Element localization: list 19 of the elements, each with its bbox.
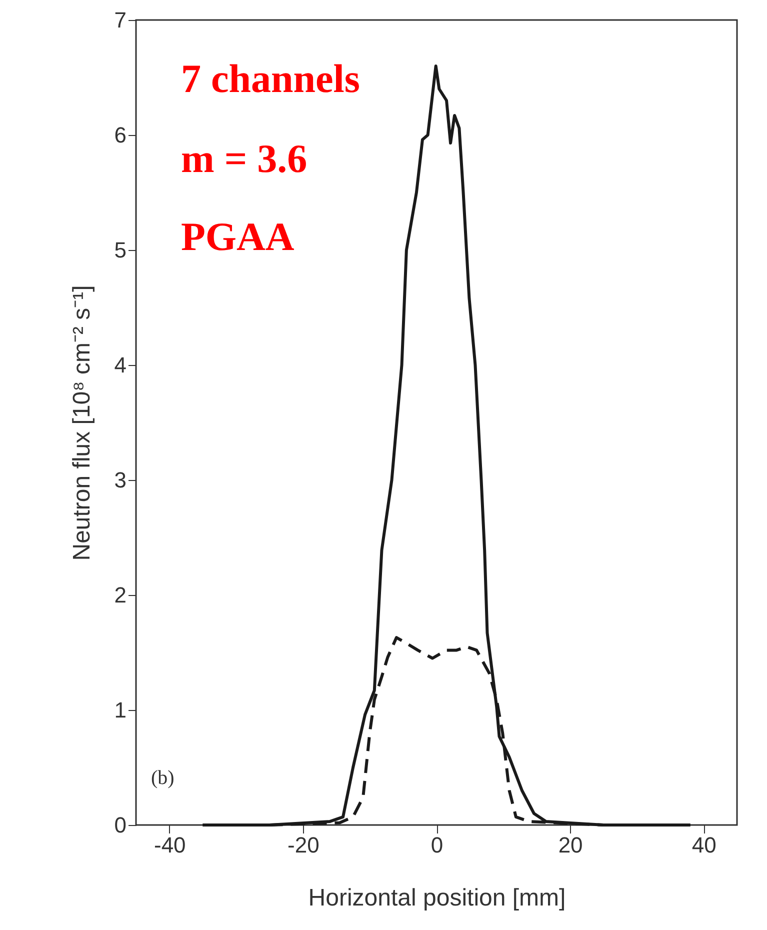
y-tick-label: 0 <box>114 812 126 838</box>
x-tick-label: -20 <box>288 832 320 858</box>
x-tick-label: 40 <box>692 832 716 858</box>
x-axis-title: Horizontal position [mm] <box>308 884 566 912</box>
annotation: PGAA <box>181 214 294 259</box>
y-tick-label: 3 <box>114 468 126 492</box>
y-tick-label: 6 <box>114 122 126 148</box>
annotation: (b) <box>151 767 174 789</box>
annotation: m = 3.6 <box>181 136 308 181</box>
y-tick-label: 4 <box>114 352 126 378</box>
annotation: 7 channels <box>181 56 360 101</box>
y-tick-label: 7 <box>114 8 126 32</box>
x-tick-label: -40 <box>154 832 186 858</box>
y-tick-label: 5 <box>114 238 126 262</box>
x-tick-label: 20 <box>558 832 583 858</box>
y-tick-label: 2 <box>114 582 126 608</box>
x-tick-label: 0 <box>430 832 444 858</box>
y-axis-title: Neutron flux [10⁸ cm⁻² s⁻¹] <box>68 285 96 561</box>
y-tick-label: 1 <box>114 698 126 722</box>
